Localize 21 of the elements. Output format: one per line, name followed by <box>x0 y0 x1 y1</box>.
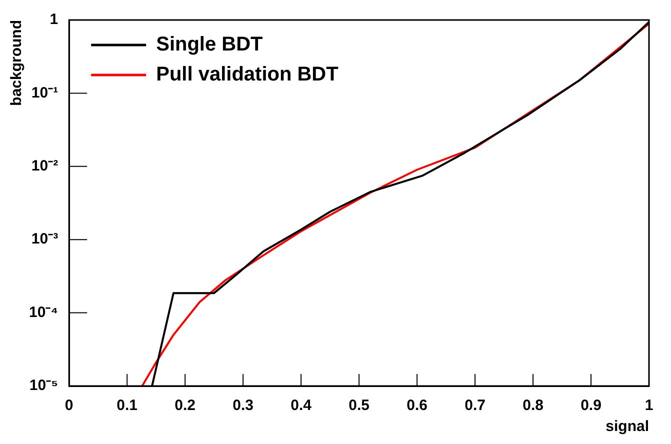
x-tick-label: 0.2 <box>174 397 196 414</box>
y-tick-label: 10⁻⁴ <box>28 304 58 321</box>
x-tick-label: 0.4 <box>290 397 312 414</box>
x-tick-label: 0.3 <box>232 397 254 414</box>
x-tick-label: 0.7 <box>464 397 486 414</box>
y-tick-label: 1 <box>50 11 58 28</box>
x-tick-label: 0.8 <box>522 397 544 414</box>
x-tick-label: 1 <box>644 397 654 414</box>
x-tick-label: 0 <box>64 397 74 414</box>
y-tick-label: 10⁻⁵ <box>29 377 58 394</box>
y-tick-label: 10⁻² <box>31 158 58 175</box>
x-axis-title: signal <box>606 418 649 436</box>
legend-label: Pull validation BDT <box>156 64 338 86</box>
x-tick-label: 0.5 <box>348 397 370 414</box>
y-axis-title: background <box>8 20 26 106</box>
x-tick-label: 0.6 <box>406 397 428 414</box>
legend-label: Single BDT <box>156 34 263 56</box>
x-tick-label: 0.9 <box>580 397 602 414</box>
y-tick-label: 10⁻¹ <box>31 84 58 102</box>
x-tick-label: 0.1 <box>116 397 138 414</box>
y-tick-label: 10⁻³ <box>31 230 58 248</box>
